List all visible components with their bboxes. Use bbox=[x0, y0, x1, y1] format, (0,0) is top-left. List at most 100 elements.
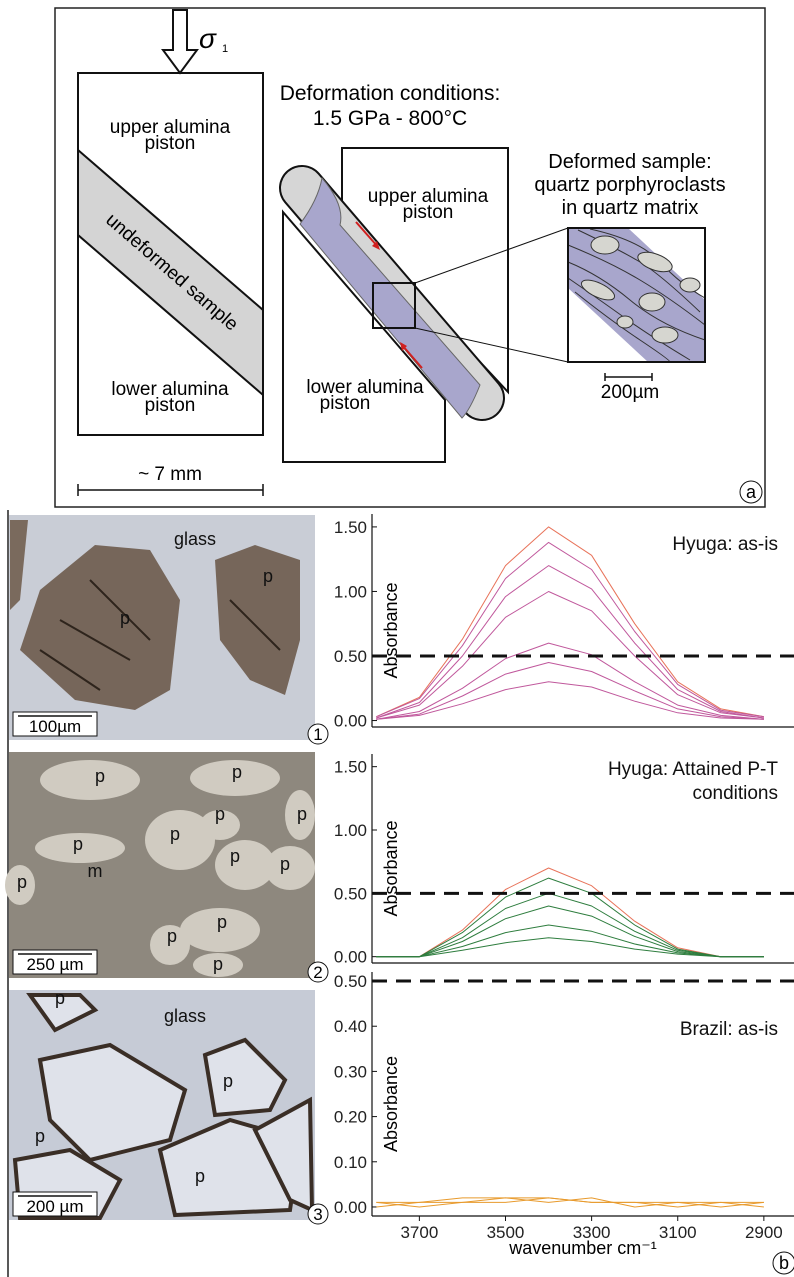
photo-label: p bbox=[215, 804, 225, 824]
photo-label: p bbox=[17, 872, 27, 892]
y-tick-label: 0.50 bbox=[334, 972, 367, 991]
photo-label: p bbox=[55, 988, 65, 1008]
undeformed-sample-band bbox=[77, 147, 264, 398]
photo-label: p bbox=[280, 854, 290, 874]
panel-label: a bbox=[746, 482, 757, 502]
piston-label: piston bbox=[403, 202, 454, 223]
panel-label-circle bbox=[739, 480, 763, 504]
photo-label: p bbox=[170, 824, 180, 844]
y-axis-label: Absorbance bbox=[381, 820, 401, 916]
piston-label: piston bbox=[320, 393, 371, 414]
spectrum bbox=[376, 867, 764, 958]
photo-label: p bbox=[195, 1166, 205, 1186]
y-tick-label: 0.10 bbox=[334, 1153, 367, 1172]
shear-arrow bbox=[400, 342, 407, 351]
photo-label: p bbox=[230, 846, 240, 866]
spectrum bbox=[376, 681, 764, 720]
photo-label: p bbox=[263, 566, 273, 586]
sigma-subscript: 1 bbox=[222, 43, 228, 55]
lower-piston bbox=[282, 209, 446, 463]
photo-label: p bbox=[217, 912, 227, 932]
photo-label: p bbox=[73, 834, 83, 854]
photo-label: p bbox=[167, 926, 177, 946]
photo-label: glass bbox=[174, 529, 216, 549]
x-tick-label: 3100 bbox=[659, 1223, 697, 1242]
shear-arrow bbox=[372, 241, 380, 250]
spectrum bbox=[376, 905, 764, 958]
conditions: 1.5 GPa - 800°C bbox=[313, 107, 467, 130]
photo-label: p bbox=[120, 608, 130, 628]
y-tick-label: 0.20 bbox=[334, 1108, 367, 1127]
x-axis-label: wavenumber cm⁻¹ bbox=[508, 1238, 657, 1258]
piston-label: piston bbox=[145, 133, 196, 154]
scale-label: 250 µm bbox=[26, 955, 83, 974]
chart-title: Hyuga: as-is bbox=[672, 534, 778, 555]
y-tick-label: 0.40 bbox=[334, 1017, 367, 1036]
y-tick-label: 0.00 bbox=[334, 948, 367, 967]
scale-label: 100µm bbox=[29, 717, 81, 736]
photo-number: 2 bbox=[313, 963, 322, 982]
piston-label: upper alumina bbox=[110, 117, 231, 138]
photo-label: m bbox=[88, 861, 103, 881]
y-tick-label: 1.50 bbox=[334, 518, 367, 537]
spectrum bbox=[376, 662, 764, 720]
deformed-sample bbox=[299, 176, 481, 419]
spectrum bbox=[376, 565, 764, 719]
panel-a-frame bbox=[54, 7, 766, 508]
y-tick-label: 0.00 bbox=[334, 712, 367, 731]
photo-label: p bbox=[95, 766, 105, 786]
y-tick-label: 1.00 bbox=[334, 821, 367, 840]
photo-label: p bbox=[35, 1126, 45, 1146]
piston-label: upper alumina bbox=[368, 186, 489, 207]
inset-frame bbox=[567, 227, 706, 363]
photo-number-circle bbox=[307, 1203, 329, 1225]
crystal bbox=[10, 520, 300, 710]
spectrum bbox=[376, 892, 764, 958]
spectrum bbox=[376, 924, 764, 958]
photo-number-circle bbox=[307, 961, 329, 983]
upper-piston bbox=[341, 147, 509, 395]
panel-label-circle bbox=[772, 1251, 794, 1275]
photo-label: p bbox=[213, 954, 223, 974]
chart-title: Hyuga: Attained P-T conditions bbox=[607, 759, 778, 804]
photo-label: p bbox=[297, 804, 307, 824]
inset-title: quartz porphyroclasts bbox=[534, 174, 725, 196]
x-tick-label: 3700 bbox=[400, 1223, 438, 1242]
y-tick-label: 1.00 bbox=[334, 582, 367, 601]
spectrum bbox=[376, 877, 764, 958]
y-tick-label: 0.50 bbox=[334, 884, 367, 903]
zoom-line bbox=[414, 327, 569, 363]
x-tick-label: 2900 bbox=[745, 1223, 783, 1242]
photo-label: glass bbox=[164, 1006, 206, 1026]
photo-number: 3 bbox=[313, 1205, 322, 1224]
shear-arrow bbox=[401, 344, 423, 369]
spectrum bbox=[376, 541, 764, 718]
zoom-line bbox=[414, 227, 569, 284]
y-tick-label: 0.50 bbox=[334, 647, 367, 666]
spectrum bbox=[376, 1197, 764, 1208]
sigma: σ bbox=[199, 23, 217, 54]
y-axis-label: Absorbance bbox=[381, 1056, 401, 1152]
spectrum bbox=[376, 591, 764, 719]
x-tick-label: 3300 bbox=[573, 1223, 611, 1242]
scale-label: 200 µm bbox=[26, 1197, 83, 1216]
spectrum bbox=[376, 642, 764, 720]
y-tick-label: 0.30 bbox=[334, 1062, 367, 1081]
stress-arrow bbox=[161, 9, 199, 75]
photo-label: p bbox=[232, 762, 242, 782]
photo-label: p bbox=[223, 1071, 233, 1091]
photo-number: 1 bbox=[313, 725, 322, 744]
piston-label: piston bbox=[145, 395, 196, 416]
scale-label: 200µm bbox=[601, 382, 659, 403]
y-tick-label: 1.50 bbox=[334, 758, 367, 777]
spectrum bbox=[376, 937, 764, 958]
conditions: Deformation conditions: bbox=[280, 82, 501, 105]
chart-title: Brazil: as-is bbox=[679, 1019, 778, 1040]
piston-label: lower alumina bbox=[111, 379, 229, 400]
scale-label: ~ 7 mm bbox=[138, 464, 202, 485]
porphyroclasts bbox=[580, 235, 701, 344]
zoom-box bbox=[372, 282, 416, 329]
y-axis-label: Absorbance bbox=[381, 582, 401, 678]
photo-number-circle bbox=[307, 723, 329, 745]
